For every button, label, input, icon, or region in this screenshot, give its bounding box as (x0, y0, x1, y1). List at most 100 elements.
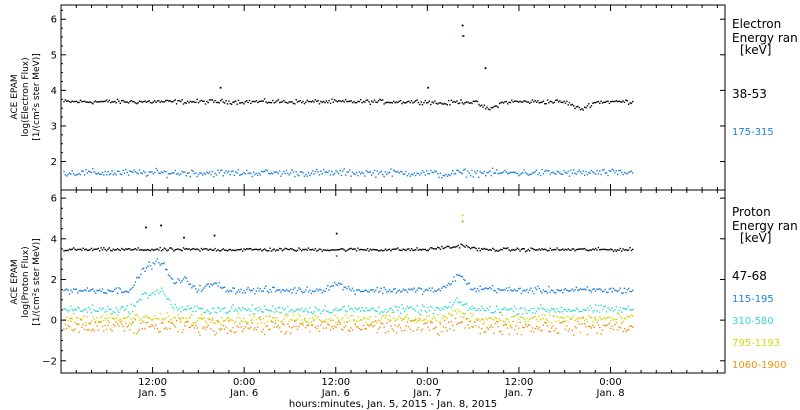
data-point (454, 299, 457, 301)
data-point (544, 290, 546, 293)
data-point (130, 288, 132, 290)
data-point (515, 290, 517, 292)
data-point (594, 316, 597, 319)
data-point (219, 250, 222, 252)
data-point (463, 103, 465, 105)
data-point (520, 292, 523, 295)
data-point (398, 249, 400, 251)
data-point (268, 291, 270, 294)
data-point (226, 289, 229, 292)
data-point (70, 289, 72, 291)
data-point (529, 173, 531, 176)
data-point (593, 249, 595, 251)
data-point (386, 173, 388, 175)
data-point (401, 249, 403, 252)
data-point (413, 319, 415, 322)
data-point (332, 319, 334, 321)
data-point (189, 100, 192, 102)
data-point (324, 290, 326, 293)
data-point (310, 101, 312, 103)
data-point (247, 287, 249, 289)
data-point (438, 176, 440, 179)
data-point (111, 290, 113, 293)
data-point (158, 172, 160, 174)
data-point (335, 100, 337, 102)
data-point (291, 292, 293, 294)
data-point (270, 310, 273, 312)
data-point (577, 317, 579, 319)
data-point (339, 323, 341, 326)
data-point (151, 319, 153, 321)
data-point (241, 101, 244, 104)
data-point (283, 99, 285, 102)
data-point (353, 290, 355, 292)
data-point (225, 319, 227, 321)
data-point (72, 309, 75, 312)
data-point (508, 321, 510, 323)
data-point (77, 317, 79, 319)
data-point (412, 249, 414, 252)
data-point (123, 317, 126, 320)
data-point (545, 290, 547, 292)
data-point (448, 312, 450, 314)
data-point (63, 328, 65, 330)
data-point (465, 283, 468, 285)
data-point (281, 173, 284, 175)
data-point (507, 327, 509, 329)
data-point (340, 283, 343, 285)
data-point (458, 247, 461, 249)
data-point (114, 325, 116, 327)
data-point (472, 326, 475, 328)
data-point (83, 174, 86, 176)
data-point (342, 317, 344, 319)
data-point (269, 173, 271, 175)
data-point (325, 327, 328, 329)
data-point (127, 291, 130, 293)
data-point (478, 326, 480, 328)
data-point (490, 106, 492, 109)
data-point (607, 307, 609, 309)
data-point (468, 327, 470, 329)
data-point (273, 248, 275, 250)
data-point (354, 323, 356, 325)
data-point (81, 249, 83, 251)
data-point (557, 101, 560, 103)
data-point (287, 102, 289, 104)
data-point (272, 317, 274, 319)
data-point (625, 172, 627, 174)
proton-ytick-label: 4 (51, 234, 57, 245)
data-point (306, 175, 308, 177)
data-point (384, 288, 387, 291)
data-point (439, 309, 442, 312)
data-point (394, 324, 396, 326)
data-point (529, 250, 531, 252)
data-point (379, 320, 381, 322)
data-point (452, 324, 454, 327)
data-point (376, 101, 378, 104)
data-point (114, 311, 116, 314)
data-point (222, 320, 224, 322)
data-point (269, 288, 271, 291)
data-point (108, 316, 110, 319)
spike-point (461, 220, 464, 223)
data-point (619, 306, 622, 309)
data-point (408, 100, 410, 102)
data-point (376, 331, 378, 334)
data-point (119, 249, 121, 252)
data-point (138, 249, 141, 251)
data-point (544, 314, 546, 316)
data-point (226, 317, 229, 319)
data-point (394, 102, 396, 104)
data-point (426, 249, 428, 252)
data-point (535, 101, 538, 103)
data-point (241, 173, 244, 175)
data-point (362, 324, 365, 327)
data-point (298, 175, 300, 177)
data-point (511, 307, 513, 309)
data-point (401, 290, 403, 292)
data-point (552, 290, 554, 292)
data-point (298, 313, 300, 316)
data-point (309, 307, 311, 309)
data-point (443, 285, 446, 288)
data-point (474, 287, 476, 289)
